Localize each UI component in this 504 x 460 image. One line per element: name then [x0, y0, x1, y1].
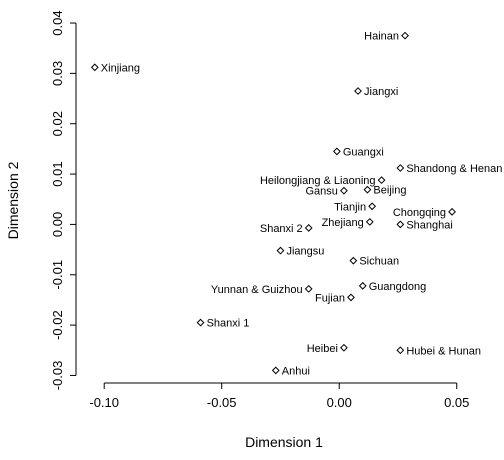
data-point: Guangdong [358, 281, 427, 293]
point-label: Chongqing [393, 207, 446, 219]
y-ticks: -0.03 -0.02 -0.01 0.00 0.01 0.02 0.03 0.04 [50, 10, 76, 390]
point-label: Guangdong [369, 281, 427, 293]
x-tick-label: -0.10 [89, 395, 119, 410]
point-marker [340, 343, 348, 352]
data-point: Zhejiang [322, 217, 374, 229]
point-label: Shanxi 2 [260, 223, 303, 235]
axes [75, 23, 457, 384]
point-marker [396, 220, 405, 229]
point-marker [363, 185, 372, 194]
point-label: Fujian [315, 292, 345, 304]
point-marker [90, 63, 99, 72]
y-tick-label: -0.02 [50, 310, 65, 340]
point-marker [448, 207, 456, 216]
point-label: Yunnan & Guizhou [211, 284, 303, 296]
point-marker [401, 31, 409, 40]
point-label: Hubei & Hunan [406, 345, 481, 357]
point-label: Tianjin [334, 201, 366, 213]
point-marker [276, 246, 285, 255]
y-tick-label: 0.02 [50, 111, 65, 136]
data-point: Jiangsu [276, 246, 324, 258]
data-points: Hainan Xinjiang Jiangxi Guangxi Shandong & H… [90, 31, 502, 377]
point-label: Shanghai [406, 219, 453, 231]
x-axis-title: Dimension 1 [245, 434, 323, 450]
y-tick-label: 0.01 [50, 161, 65, 186]
data-point: Guangxi [332, 146, 384, 158]
data-point: Shandong & Henan [396, 163, 502, 175]
point-marker [347, 293, 355, 302]
point-label: Jiangsu [286, 246, 324, 258]
point-marker [349, 256, 358, 265]
y-tick-label: -0.01 [50, 260, 65, 290]
point-label: Shanxi 1 [207, 318, 250, 330]
point-label: Xinjiang [101, 62, 140, 74]
point-label: Sichuan [359, 256, 399, 268]
point-label: Beijing [373, 185, 406, 197]
point-marker [271, 366, 280, 375]
point-marker [304, 224, 313, 232]
y-axis-title: Dimension 2 [5, 161, 21, 239]
data-point: Jiangxi [354, 86, 398, 98]
point-marker [354, 87, 362, 95]
point-label: Zhejiang [322, 217, 364, 229]
point-marker [396, 346, 405, 355]
data-point: Chongqing [393, 207, 456, 219]
y-tick-label: 0.03 [50, 61, 65, 86]
data-point: Hubei & Hunan [396, 345, 481, 357]
y-tick-label: -0.03 [50, 361, 65, 391]
y-tick-label: 0.00 [50, 212, 65, 237]
point-marker [377, 176, 386, 185]
data-point: Yunnan & Guizhou [211, 284, 313, 296]
x-tick-label: 0.05 [444, 395, 469, 410]
data-point: Gansu [306, 186, 348, 198]
point-marker [340, 186, 348, 195]
data-point: Tianjin [334, 201, 377, 213]
point-label: Shandong & Henan [406, 163, 502, 175]
point-label: Jiangxi [364, 86, 398, 98]
point-label: Heilongjiang & Liaoning [260, 175, 376, 187]
point-marker [368, 202, 377, 211]
data-point: Shanxi 1 [196, 318, 250, 330]
point-marker [196, 318, 205, 327]
x-tick-label: 0.00 [327, 395, 352, 410]
point-label: Heibei [307, 343, 338, 355]
data-point: Heilongjiang & Liaoning [260, 175, 386, 187]
data-point: Anhui [271, 365, 310, 377]
data-point: Shanghai [396, 219, 453, 231]
point-label: Hainan [364, 31, 399, 43]
data-point: Fujian [315, 292, 355, 304]
point-marker [396, 164, 405, 172]
point-marker [358, 281, 367, 290]
data-point: Heibei [307, 343, 348, 355]
point-marker [304, 284, 313, 293]
data-point: Xinjiang [90, 62, 140, 74]
point-marker [365, 217, 374, 226]
data-point: Sichuan [349, 256, 399, 268]
x-ticks: -0.10 -0.05 0.00 0.05 [89, 383, 469, 410]
data-point: Hainan [364, 31, 409, 43]
data-point: Shanxi 2 [260, 223, 313, 235]
point-label: Anhui [282, 365, 310, 377]
point-label: Gansu [306, 186, 338, 198]
x-tick-label: -0.05 [207, 395, 237, 410]
data-point: Beijing [363, 185, 406, 197]
y-tick-label: 0.04 [50, 10, 65, 35]
point-label: Guangxi [343, 146, 384, 158]
point-marker [332, 147, 341, 156]
